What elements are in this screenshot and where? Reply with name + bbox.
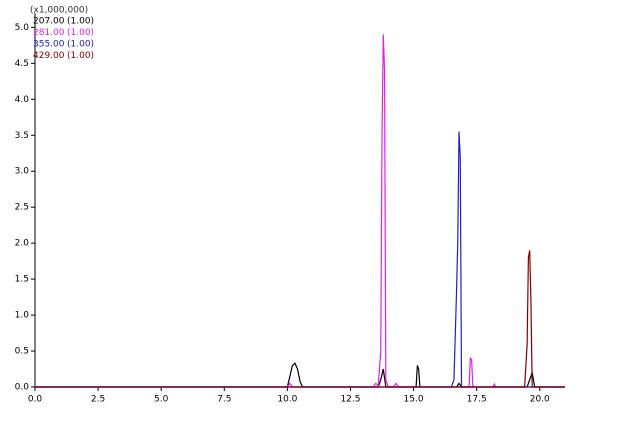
legend-name: 355.00	[33, 40, 65, 50]
series-line	[35, 131, 565, 388]
y-tick-label: 5.0	[15, 23, 30, 33]
legend-name: 207.00	[33, 17, 65, 27]
y-tick-label: 1.5	[15, 275, 29, 285]
y-tick-label: 4.5	[15, 59, 29, 69]
x-tick-label: 12.5	[340, 395, 360, 405]
x-tick-label: 0.0	[28, 395, 43, 405]
x-tick-label: 20.0	[530, 395, 550, 405]
y-tick-label: 0.0	[15, 383, 30, 393]
legend-name: 281.00	[33, 28, 65, 38]
multiplier-label: (x1,000,000)	[30, 6, 88, 16]
x-tick-label: 5.0	[154, 395, 169, 405]
y-tick-label: 3.0	[15, 167, 30, 177]
x-tick-label: 15.0	[404, 395, 424, 405]
legend-scale: (1.00)	[67, 51, 94, 61]
series-line	[35, 362, 565, 388]
y-tick-label: 2.5	[15, 203, 29, 213]
legend-scale: (1.00)	[67, 17, 94, 27]
legend-name: 429.00	[33, 51, 65, 61]
y-tick-label: 1.0	[15, 311, 30, 321]
series-line	[35, 34, 565, 388]
x-tick-label: 7.5	[217, 395, 231, 405]
legend-scale: (1.00)	[67, 28, 94, 38]
x-tick-label: 10.0	[277, 395, 297, 405]
y-tick-label: 0.5	[15, 347, 29, 357]
legend-scale: (1.00)	[67, 40, 94, 50]
y-tick-label: 4.0	[15, 95, 30, 105]
y-tick-label: 2.0	[15, 239, 30, 249]
series-line	[35, 250, 565, 388]
x-tick-label: 17.5	[467, 395, 487, 405]
x-tick-label: 2.5	[91, 395, 105, 405]
y-tick-label: 3.5	[15, 131, 29, 141]
